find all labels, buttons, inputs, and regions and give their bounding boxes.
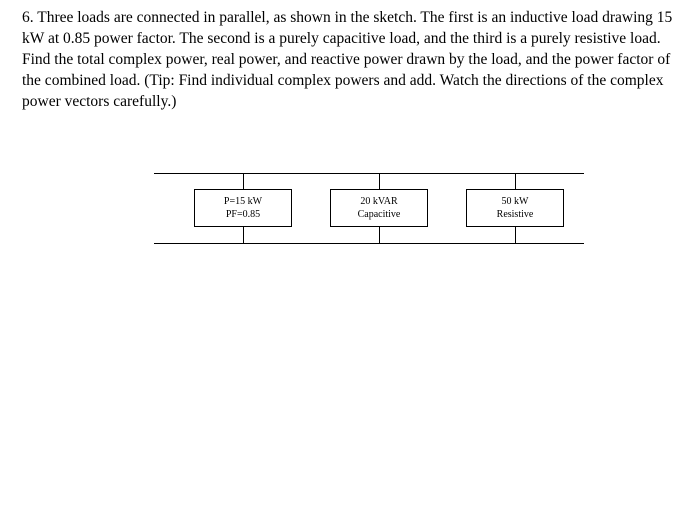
problem-number: 6. [22,9,34,26]
connector-bottom-1 [243,227,244,243]
bottom-rail [154,243,584,244]
load-2-line-2: Capacitive [358,208,401,221]
load-box-3: 50 kW Resistive [466,189,564,227]
load-1-line-1: P=15 kW [224,195,262,208]
load-1-line-2: PF=0.85 [226,208,260,221]
load-3-line-2: Resistive [497,208,534,221]
problem-statement: 6. Three loads are connected in parallel… [22,8,678,113]
connector-top-2 [379,173,380,189]
connector-top-1 [243,173,244,189]
connector-bottom-3 [515,227,516,243]
top-rail [154,173,584,174]
circuit-diagram: P=15 kW PF=0.85 20 kVAR Capacitive 50 kW… [154,163,584,263]
load-box-2: 20 kVAR Capacitive [330,189,428,227]
connector-bottom-2 [379,227,380,243]
load-box-1: P=15 kW PF=0.85 [194,189,292,227]
load-2-line-1: 20 kVAR [360,195,397,208]
problem-body: Three loads are connected in parallel, a… [22,9,672,110]
connector-top-3 [515,173,516,189]
load-3-line-1: 50 kW [502,195,529,208]
